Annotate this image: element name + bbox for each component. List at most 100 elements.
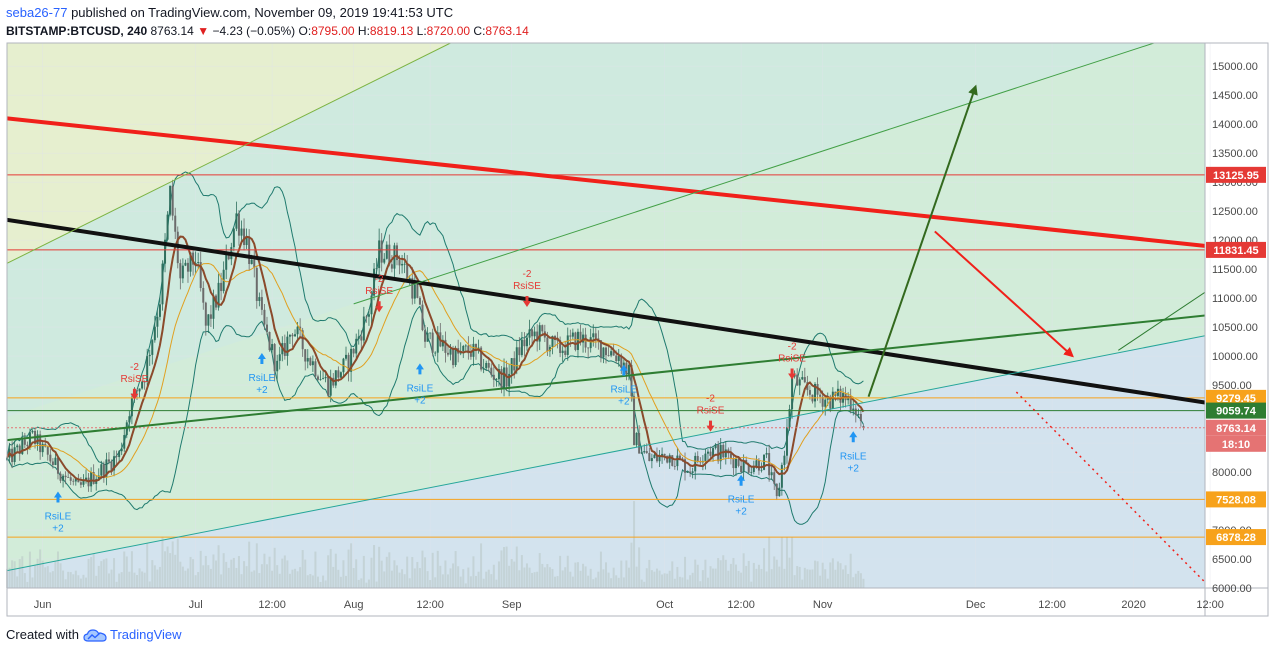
volume-bar [383,571,386,588]
price-tick-label: 14000.00 [1212,119,1258,131]
candle-body [536,331,539,342]
volume-bar [584,566,587,588]
volume-bar [816,561,819,588]
volume-bar [650,570,653,588]
volume-bar [714,568,717,588]
candle-body [181,265,184,279]
time-tick-label: Jun [34,599,52,611]
volume-bar [556,576,559,588]
candle-body [265,324,268,332]
candle-body [852,408,855,410]
forecast-up-arrow [867,84,978,397]
tradingview-brand[interactable]: TradingView [110,627,182,642]
signal-label: RsiLE [45,512,72,523]
volume-bar [209,568,212,588]
volume-bar [370,557,373,588]
candle-body [324,376,327,379]
author-link[interactable]: seba26-77 [6,5,68,20]
volume-bar [722,555,725,588]
volume-bar [454,551,457,588]
candle-body [255,267,258,301]
candle-body [151,340,154,355]
volume-bar [186,568,189,588]
time-tick-label: Oct [656,599,673,611]
volume-bar [380,560,383,588]
short-entry-arrow-icon [375,301,384,313]
short-entry-arrow-icon [706,420,715,432]
volume-bar [11,560,14,588]
volume-bar [686,579,689,588]
candle-body [360,336,363,341]
candle-body [28,432,31,447]
volume-bar [571,576,574,588]
time-tick-label: Aug [344,599,364,611]
volume-bar [51,571,54,588]
volume-bar [92,553,95,588]
volume-bar [146,543,149,588]
volume-bar [184,570,187,588]
volume-bar [102,559,105,588]
candle-body [610,351,613,356]
candle-body [487,362,490,368]
candle-body [36,434,39,445]
candle-body [41,443,44,453]
moving-average-slow [6,262,864,478]
candle-body [587,347,590,349]
volume-bar [174,554,177,588]
long-entry-arrow-icon [849,431,858,443]
volume-bar [653,571,656,588]
signal-rsise: RsiSE-2 [778,341,806,380]
volume-bar [561,570,564,588]
volume-bar [278,573,281,588]
candle-body [199,262,202,288]
candle-body [97,475,100,479]
volume-bar [176,538,179,588]
volume-bar [497,561,500,588]
volume-bar [385,556,388,588]
time-tick-label: 12:00 [416,599,444,611]
publish-line: seba26-77 published on TradingView.com, … [6,4,1266,22]
volume-bar [403,574,406,588]
candle-body [615,355,618,361]
candle-body [594,333,597,339]
candle-body [824,399,827,407]
volume-bar [194,575,197,588]
volume-bar [367,579,370,588]
volume-bar [72,574,75,588]
candle-body [706,451,709,454]
volume-bar [546,564,549,588]
volume-bar [622,577,625,588]
volume-bar [676,566,679,588]
volume-bar [768,536,771,588]
volume-bar [446,574,449,588]
volume-bar [90,557,93,588]
volume-bar [97,565,100,588]
candle-body [79,482,82,485]
candle-body [643,451,646,453]
volume-bar [362,555,365,588]
volume-bar [819,575,822,588]
volume-bar [339,576,342,588]
volume-bar [513,561,516,588]
volume-bar [431,552,434,588]
volume-bar [620,560,623,588]
candle-body [339,372,342,378]
volume-bar [59,563,62,588]
candle-body [237,213,240,236]
candle-body [635,432,638,446]
volume-bar [648,559,651,588]
volume-bar [844,565,847,588]
candle-body [673,465,676,467]
candle-body [533,331,536,337]
price-label-text: 9059.74 [1216,406,1257,418]
volume-bar [589,568,592,588]
candle-body [773,472,776,484]
candle-body [808,390,811,395]
candle-body [785,427,788,456]
volume-bar [28,551,31,588]
candle-body [859,413,862,422]
price-label-text: 6878.28 [1216,532,1256,544]
volume-bar [464,583,467,588]
volume-bar [373,545,376,588]
